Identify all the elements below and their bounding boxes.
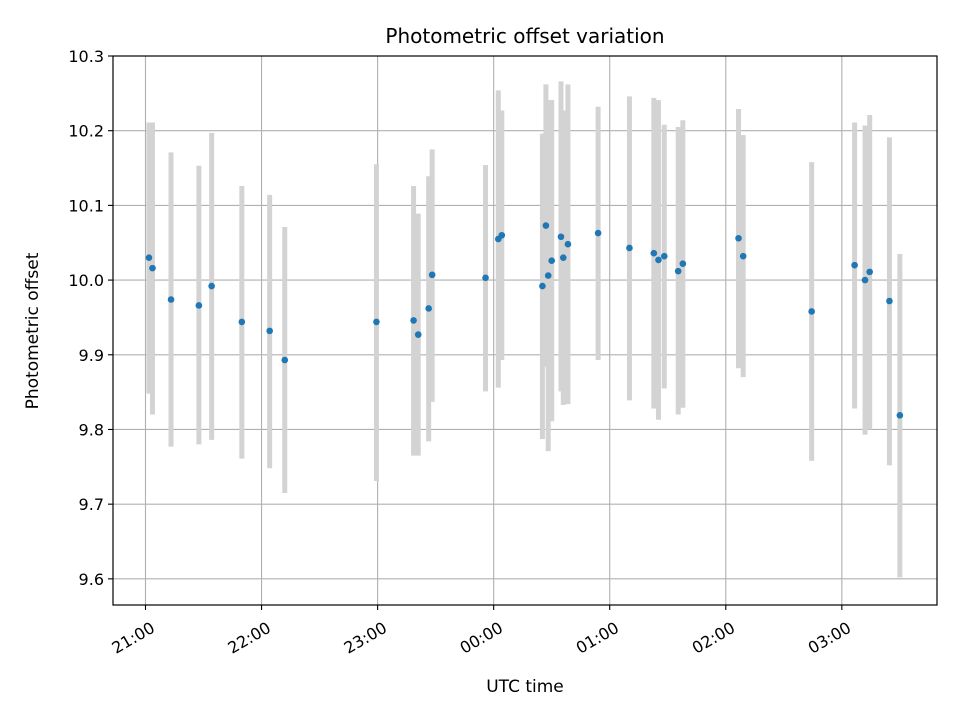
data-point xyxy=(866,268,873,276)
data-point xyxy=(660,252,668,260)
data-point xyxy=(539,282,546,290)
data-point xyxy=(650,249,658,257)
x-axis-title: UTC time xyxy=(486,677,564,697)
data-point xyxy=(425,305,432,312)
y-tick-label: 10.0 xyxy=(68,271,104,290)
y-axis: 9.6 9.7 9.8 9.9 10.0 10.1 10.2 10.3 xyxy=(68,47,113,589)
y-tick-label: 9.6 xyxy=(79,570,104,589)
data-point xyxy=(208,282,215,290)
data-point xyxy=(542,222,550,229)
data-point xyxy=(886,297,893,305)
data-point xyxy=(149,264,156,272)
data-point xyxy=(674,267,682,275)
data-point xyxy=(281,356,289,364)
data-point xyxy=(238,318,246,326)
data-point xyxy=(735,234,742,242)
data-point xyxy=(195,302,203,309)
chart-title: Photometric offset variation xyxy=(385,24,664,48)
data-point xyxy=(808,308,815,315)
data-points xyxy=(145,222,904,419)
data-point xyxy=(559,254,567,261)
y-tick-label: 10.2 xyxy=(68,122,104,141)
y-tick-label: 9.9 xyxy=(79,346,104,365)
data-point xyxy=(739,252,747,260)
data-point xyxy=(594,229,602,237)
y-tick-label: 10.3 xyxy=(68,47,104,66)
data-point xyxy=(410,317,417,324)
data-point xyxy=(655,256,662,264)
data-point xyxy=(482,274,489,282)
data-point xyxy=(145,254,153,261)
data-point xyxy=(557,233,565,241)
data-point xyxy=(548,257,555,264)
data-point xyxy=(428,271,436,279)
data-point xyxy=(373,318,380,326)
data-point xyxy=(896,411,904,419)
data-point xyxy=(414,331,422,338)
data-point xyxy=(544,272,552,279)
data-point xyxy=(564,240,572,248)
data-point xyxy=(266,327,273,335)
y-tick-label: 10.1 xyxy=(68,196,104,215)
data-point xyxy=(679,260,687,267)
data-point xyxy=(167,296,175,303)
y-tick-label: 9.7 xyxy=(79,495,104,514)
plot-frame xyxy=(112,55,938,606)
data-point xyxy=(498,231,506,239)
y-axis-title: Photometric offset xyxy=(23,252,43,409)
grid xyxy=(113,55,937,605)
data-point xyxy=(861,276,869,284)
data-point xyxy=(851,261,858,269)
y-tick-label: 9.8 xyxy=(79,420,104,439)
data-point xyxy=(626,244,633,252)
